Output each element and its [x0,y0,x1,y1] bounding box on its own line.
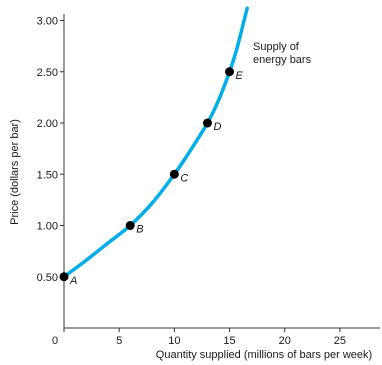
point-a [59,272,69,282]
point-d-label: D [213,121,221,133]
y-tick-label: 0.50 [37,272,58,284]
supply-curve [62,6,249,279]
y-tick-label: 2.00 [37,118,58,130]
point-e-label: E [236,70,244,82]
x-tick-label: 5 [116,335,122,347]
x-tick-label: 0 [52,335,58,347]
supply-curve-label: Supply of energy bars [253,41,312,66]
point-b-label: B [136,224,143,236]
supply-curve-label-line-1: Supply of [253,41,300,53]
x-tick-label: 25 [334,335,346,347]
y-tick-label: 2.50 [37,67,58,79]
point-d [202,118,212,128]
point-c [169,169,179,179]
y-axis-title: Price (dollars per bar) [9,119,21,225]
x-tick-label: 15 [223,335,235,347]
x-axis-title: Quantity supplied (millions of bars per … [156,349,372,361]
point-c-label: C [180,172,188,184]
y-tick-label: 1.50 [37,169,58,181]
point-a-label: A [69,275,77,287]
x-tick-label: 10 [168,335,180,347]
point-e [225,67,235,77]
y-tick-label: 3.00 [37,16,58,28]
y-tick-label: 1.00 [37,221,58,233]
point-b [125,221,135,230]
supply-curve-label-line-2: energy bars [253,54,312,66]
x-tick-label: 20 [279,335,291,347]
